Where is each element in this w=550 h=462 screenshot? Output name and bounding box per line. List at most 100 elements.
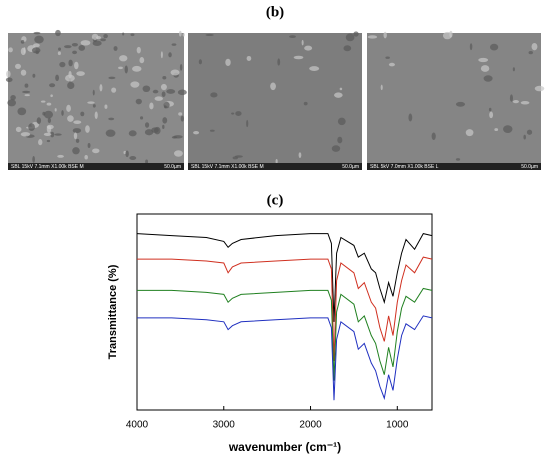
texture — [75, 138, 80, 143]
texture — [209, 129, 215, 132]
texture — [10, 94, 16, 101]
texture — [122, 32, 125, 36]
texture — [15, 63, 21, 69]
texture — [84, 154, 88, 160]
texture — [154, 96, 163, 101]
texture — [128, 130, 137, 137]
texture — [91, 33, 99, 40]
texture — [469, 43, 473, 51]
texture — [92, 104, 96, 108]
texture — [337, 136, 343, 144]
texture — [94, 111, 98, 119]
x-tick-label: 1000 — [386, 420, 409, 431]
texture — [55, 74, 60, 82]
texture — [144, 122, 150, 128]
texture — [512, 99, 519, 104]
texture — [246, 119, 249, 128]
texture — [140, 116, 144, 120]
texture — [235, 111, 242, 116]
caption: SBL 15kV 7.1mm X1.00k BSE M — [191, 164, 264, 170]
texture — [449, 30, 453, 38]
texture — [100, 38, 106, 42]
texture — [520, 101, 530, 105]
texture — [523, 134, 526, 140]
texture — [66, 104, 71, 112]
texture — [173, 135, 183, 139]
texture — [119, 55, 128, 62]
texture — [92, 148, 100, 154]
texture — [178, 112, 183, 116]
texture — [54, 133, 62, 136]
texture — [455, 101, 466, 107]
texture — [309, 66, 320, 72]
texture — [65, 74, 75, 82]
texture — [380, 84, 383, 91]
texture — [20, 69, 27, 76]
x-tick-label: 2000 — [299, 420, 322, 431]
texture — [503, 125, 513, 134]
texture — [483, 75, 493, 82]
texture — [383, 31, 387, 39]
texture — [490, 43, 499, 51]
texture — [246, 55, 252, 62]
texture — [162, 117, 168, 124]
texture — [129, 156, 137, 161]
texture — [20, 39, 25, 44]
texture — [489, 111, 494, 119]
texture — [80, 40, 91, 46]
texture — [15, 126, 22, 133]
texture — [534, 85, 545, 92]
texture — [72, 147, 80, 155]
texture — [50, 94, 53, 98]
texture — [231, 112, 235, 115]
texture — [339, 87, 343, 91]
panel-label: (c) — [267, 192, 284, 208]
texture — [478, 57, 489, 63]
texture — [135, 98, 142, 105]
texture — [38, 139, 43, 146]
caption-bar — [8, 163, 184, 170]
texture — [78, 45, 86, 51]
texture — [17, 107, 27, 116]
texture — [125, 150, 129, 158]
texture — [353, 31, 359, 37]
texture — [528, 50, 533, 55]
texture — [168, 52, 172, 58]
texture — [161, 91, 166, 98]
x-tick-label: 4000 — [126, 420, 149, 431]
texture — [455, 158, 461, 161]
texture — [46, 124, 54, 130]
texture — [343, 45, 352, 52]
caption: SBL 15kV 7.1mm X1.00k BSE M — [11, 164, 84, 170]
texture — [22, 90, 31, 94]
panel-label: (b) — [266, 4, 284, 20]
texture — [408, 113, 413, 122]
texture — [87, 101, 95, 104]
spectrum-line — [137, 287, 433, 381]
texture — [431, 132, 436, 140]
texture — [334, 92, 343, 98]
texture — [289, 35, 296, 39]
spectrum-line — [137, 315, 433, 401]
texture — [139, 57, 145, 64]
texture — [142, 85, 151, 93]
texture — [480, 65, 490, 72]
texture — [85, 125, 90, 133]
texture — [182, 33, 185, 37]
texture — [225, 58, 231, 67]
texture — [136, 46, 141, 54]
texture — [367, 35, 378, 39]
texture — [59, 61, 66, 68]
texture — [488, 107, 492, 112]
texture — [23, 47, 26, 54]
texture — [67, 81, 75, 90]
texture — [526, 129, 533, 135]
sem-images: SBL 15kV 7.1mm X1.00k BSE M 50.0µm SBL 15k… — [5, 29, 545, 170]
texture — [205, 33, 214, 37]
texture — [170, 69, 180, 76]
texture — [108, 76, 116, 80]
texture — [113, 46, 118, 51]
texture — [180, 115, 184, 122]
sem-image — [8, 33, 184, 170]
texture — [130, 33, 135, 37]
